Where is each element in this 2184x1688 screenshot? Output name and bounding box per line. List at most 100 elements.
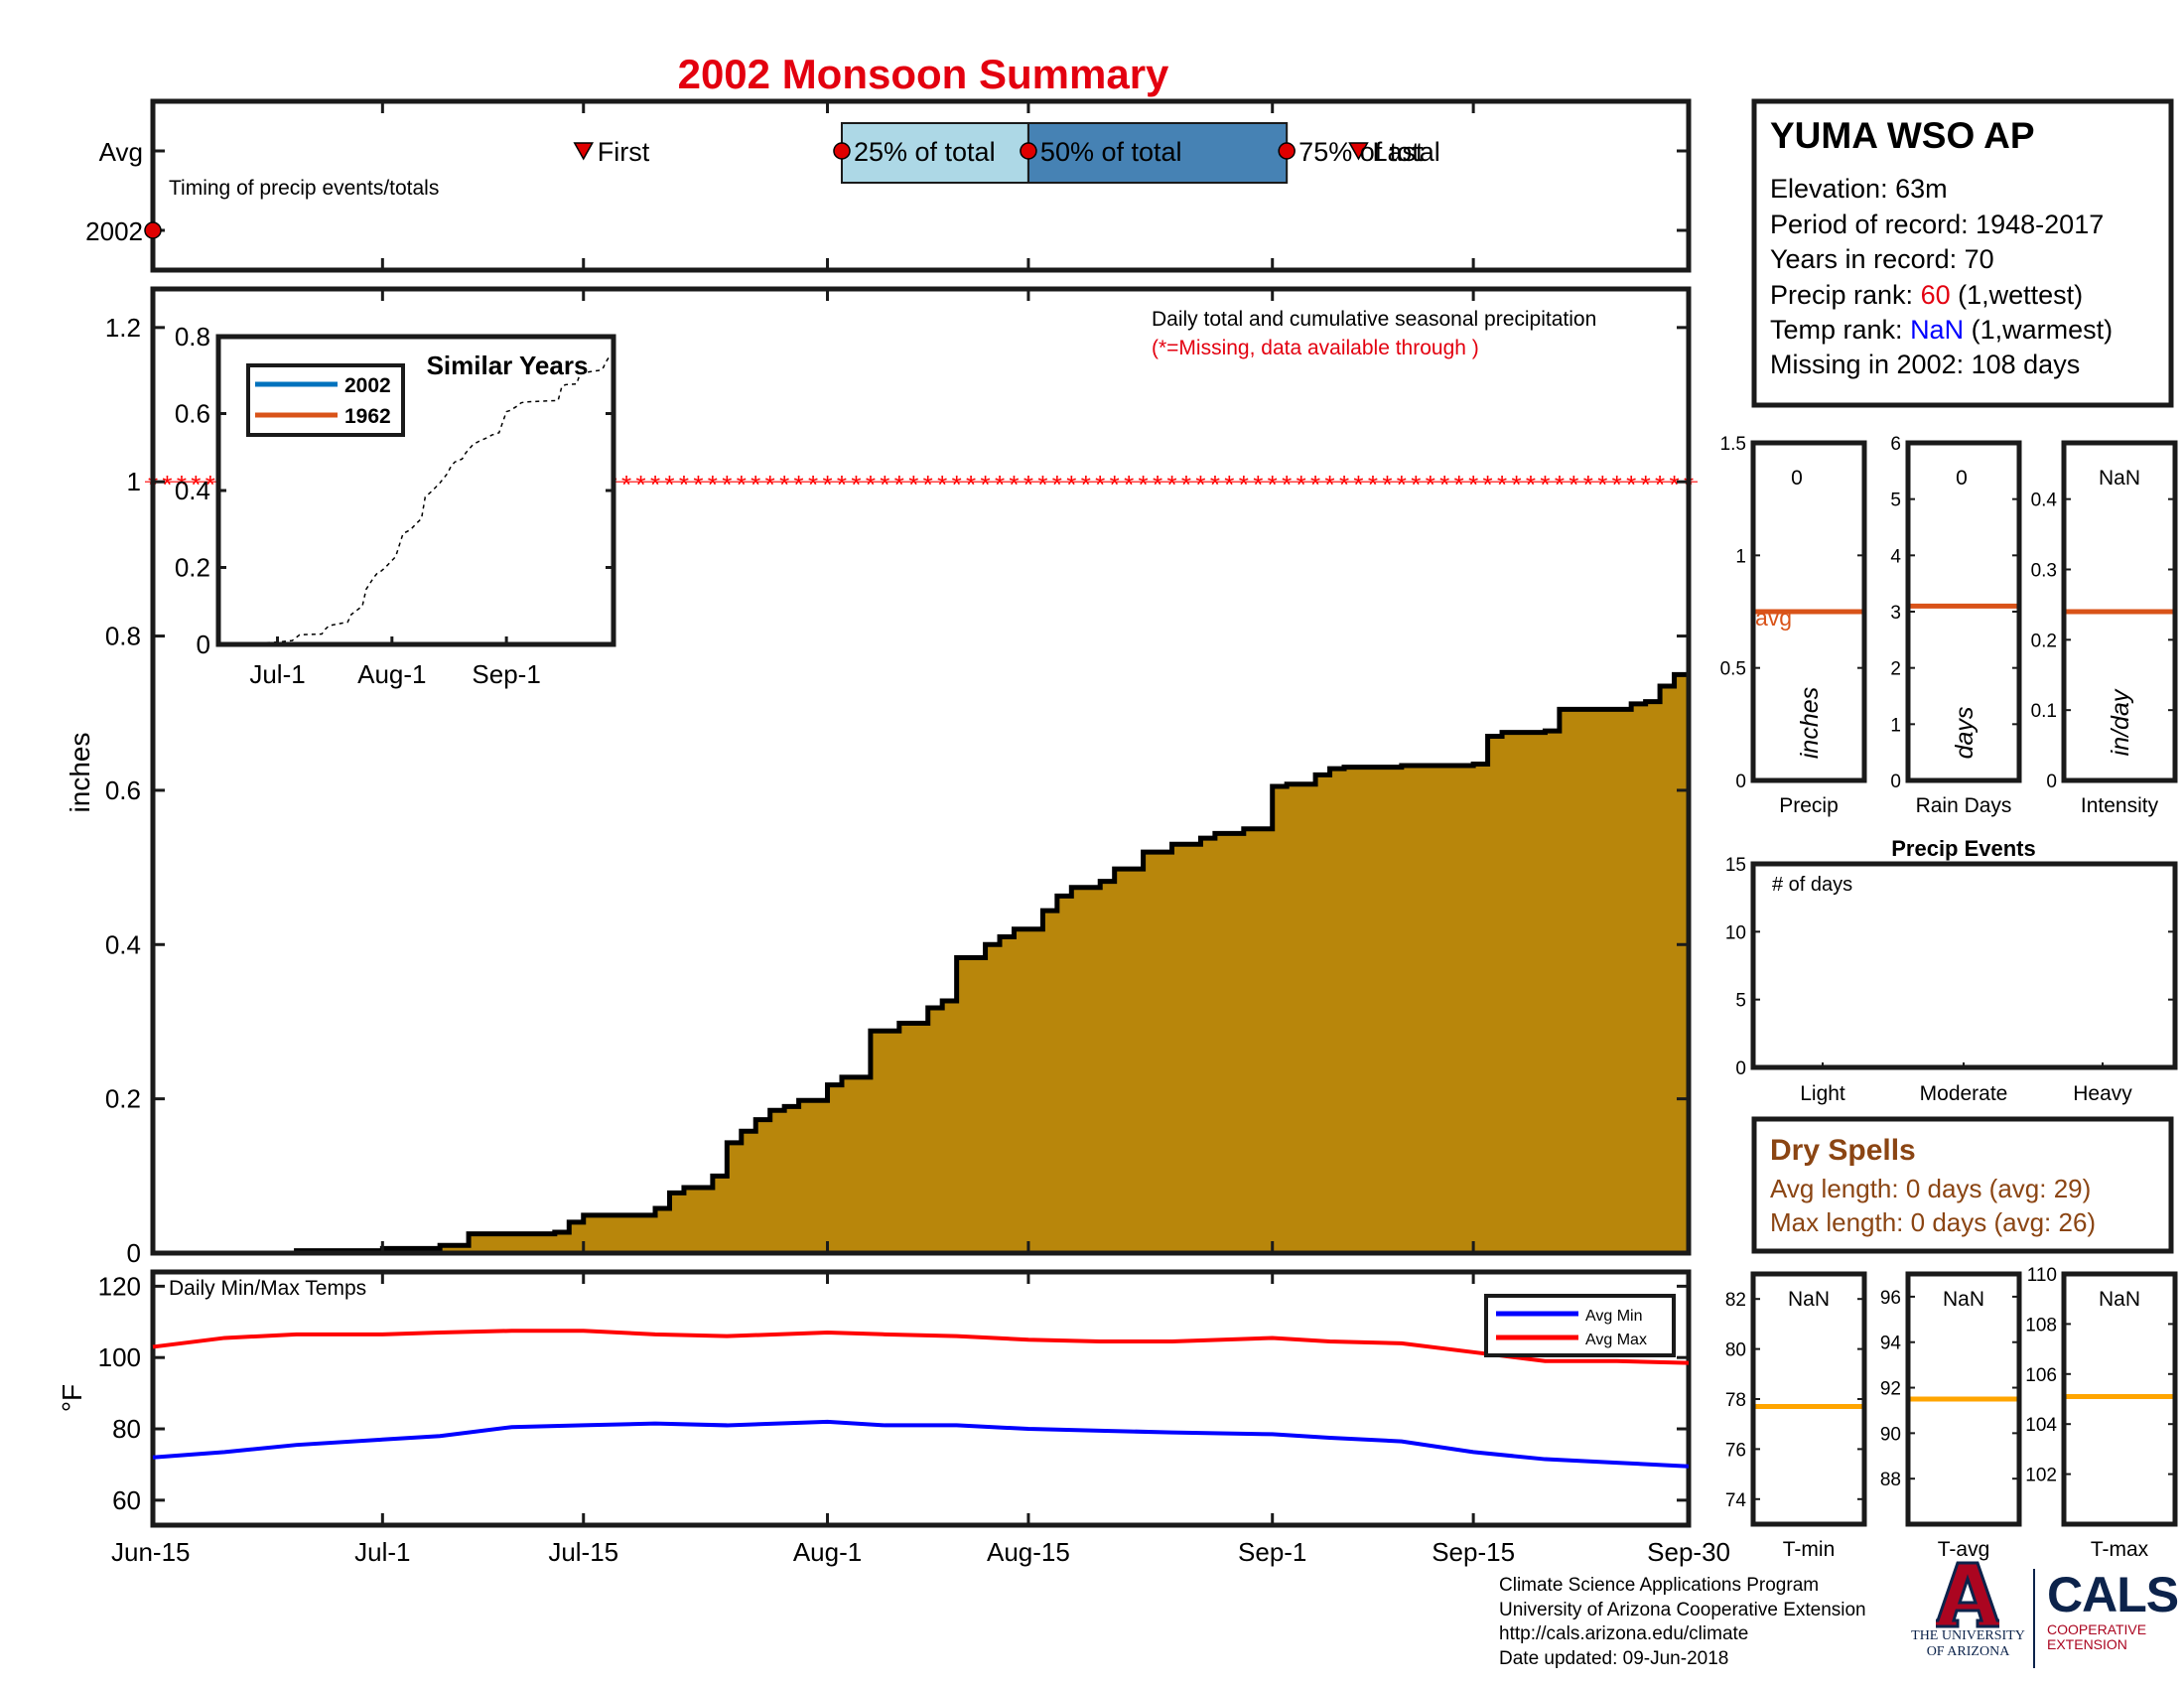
dry-spells: Dry Spells Avg length: 0 days (avg: 29) …: [1751, 1116, 2174, 1254]
summary-tick-label: 2: [1890, 659, 1901, 680]
footer-credits: Climate Science Applications Program Uni…: [1499, 1574, 1866, 1671]
summary-tick-label: 6: [1890, 434, 1901, 455]
events-tick-label: 15: [1725, 855, 1746, 876]
precip-panel: * * * * * * * * * * * * * * * * * * * * * * * * * * * * * * * * * * * * * * * *…: [65, 286, 1698, 1268]
missing-marker: *: [177, 470, 187, 499]
missing-marker: *: [779, 470, 789, 499]
missing-marker: *: [880, 470, 889, 499]
missing-marker: *: [693, 470, 703, 499]
missing-marker: *: [1540, 470, 1550, 499]
temp-frame: [150, 1269, 1692, 1528]
missing-marker: *: [1037, 470, 1047, 499]
temp-summary-tick-label: 78: [1725, 1390, 1746, 1411]
missing-marker: *: [679, 470, 689, 499]
timing-ylabel-avg: Avg: [99, 137, 143, 167]
missing-marker: *: [1081, 470, 1091, 499]
missing-marker: *: [1268, 470, 1278, 499]
missing-marker: *: [1439, 470, 1449, 499]
missing-marker: *: [966, 470, 976, 499]
summary-tick-label: 0.3: [2031, 561, 2057, 582]
legend-label-2002: 2002: [344, 374, 391, 397]
x-tick-label: Jul-15: [548, 1537, 618, 1567]
temp-caption: Daily Min/Max Temps: [169, 1277, 366, 1300]
missing-marker: *: [1066, 470, 1076, 499]
precip-y-tick-label: 1: [127, 467, 141, 496]
missing-marker: *: [1382, 470, 1392, 499]
summary-ticks: 0 0.5 1 1.5 0 1 2 3 4 5 6 0 0.1 0.2 0.3 0.4: [1720, 434, 2175, 792]
p25-marker: [833, 142, 851, 160]
missing-marker: *: [621, 470, 631, 499]
summary-tick-label: 5: [1890, 491, 1901, 511]
station-elevation: Elevation: 63m: [1770, 174, 1948, 204]
inset-cumulative-line: [217, 354, 611, 645]
footer-line-2: University of Arizona Cooperative Extens…: [1499, 1599, 1866, 1620]
station-precip-rank: Precip rank: 60 (1,wettest): [1770, 280, 2083, 310]
missing-marker: *: [708, 470, 718, 499]
missing-marker: *: [1569, 470, 1578, 499]
temp-summary-tick-label: 76: [1725, 1440, 1746, 1461]
missing-marker: *: [1339, 470, 1349, 499]
missing-marker: *: [1324, 470, 1334, 499]
temp-summary-tick-label: 106: [2025, 1365, 2057, 1386]
precip-summary-boxes: 0 0.5 1 1.5 0 1 2 3 4 5 6 0 0.1 0.2 0.3 0.4 0 0 NaN avg…: [1720, 434, 2178, 817]
missing-marker: *: [923, 470, 933, 499]
events-category-moderate: Moderate: [1920, 1082, 2008, 1105]
station-temp-rank: Temp rank: NaN (1,warmest): [1770, 315, 2113, 345]
missing-marker: *: [1526, 470, 1536, 499]
temp-summary-tick-label: 110: [2027, 1265, 2057, 1286]
station-years: Years in record: 70: [1770, 244, 1994, 274]
p25-label: 25% of total: [854, 137, 996, 167]
temp-summary-ticks: 74 76 78 80 82 88 90 92 94 96 102 104 106 108 110: [1725, 1265, 2175, 1511]
cals-sub-2: EXTENSION: [2047, 1636, 2127, 1652]
missing-marker: *: [737, 470, 747, 499]
year-first-marker: [144, 221, 162, 239]
temp-y-tick-label: 100: [98, 1342, 141, 1372]
station-period: Period of record: 1948-2017: [1770, 210, 2104, 239]
missing-marker: *: [1483, 470, 1493, 499]
missing-marker: *: [1239, 470, 1249, 499]
missing-marker: *: [1224, 470, 1234, 499]
summary-tick-label: 1: [1735, 546, 1746, 567]
summary-tick-label: 0.2: [2031, 631, 2057, 651]
tmin-box-label: T-min: [1783, 1538, 1836, 1561]
missing-marker: *: [205, 470, 215, 499]
missing-marker: *: [1095, 470, 1105, 499]
precip-value: 0: [1791, 467, 1803, 490]
temp-summary-tick-label: 90: [1880, 1424, 1901, 1445]
x-tick-label: Aug-15: [987, 1537, 1070, 1567]
tmin-box: [1750, 1271, 1867, 1527]
dry-spells-title: Dry Spells: [1770, 1134, 1916, 1167]
missing-marker: *: [636, 470, 646, 499]
missing-note: (*=Missing, data available through ): [1152, 337, 1479, 359]
missing-marker: *: [1282, 470, 1292, 499]
events-ticks: 0 5 10 15: [1725, 855, 2175, 1079]
temp-x-ticks: Jun-15 Jul-1 Jul-15 Aug-1 Aug-15 Sep-1 Sep-15 S…: [111, 1272, 1730, 1567]
precip-box-label: Precip: [1779, 794, 1839, 817]
precip-x-ticks: [151, 289, 1691, 1253]
timing-ticks: [151, 101, 1691, 270]
missing-marker: *: [1583, 470, 1593, 499]
p75-label: 75% of total: [1298, 137, 1440, 167]
temp-summary-tick-label: 74: [1725, 1490, 1747, 1511]
summary-tick-label: 0.5: [1720, 659, 1746, 680]
cumulative-precip-area: [153, 671, 1692, 1256]
inset-x-ticks: Jul-1 Aug-1 Sep-1: [249, 636, 541, 689]
figure-title: 2002 Monsoon Summary: [678, 51, 1169, 97]
events-title: Precip Events: [1891, 836, 2036, 861]
precip-y-ticks: 0 0.2 0.4 0.6 0.8 1 1.2: [105, 313, 1689, 1268]
missing-marker: *: [1210, 470, 1220, 499]
temp-y-tick-label: 60: [112, 1485, 141, 1515]
dry-spells-frame: [1751, 1116, 2174, 1254]
precip-y-tick-label: 0.8: [105, 622, 141, 651]
missing-marker: *: [1626, 470, 1636, 499]
temp-y-tick-label: 80: [112, 1414, 141, 1444]
missing-marker: *: [794, 470, 804, 499]
tmax-box-label: T-max: [2091, 1538, 2149, 1561]
p75-marker: [1278, 142, 1296, 160]
missing-marker: *: [1368, 470, 1378, 499]
legend-label-1962: 1962: [344, 405, 391, 428]
similar-years-inset: 0 0.2 0.4 0.6 0.8 Jul-1 Aug-1 Sep-1 Similar Ye…: [175, 322, 616, 689]
station-info: YUMA WSO AP Elevation: 63m Period of rec…: [1751, 98, 2174, 408]
temp-y-ticks: 60 80 100 120: [98, 1271, 1689, 1515]
station-name: YUMA WSO AP: [1770, 115, 2035, 156]
